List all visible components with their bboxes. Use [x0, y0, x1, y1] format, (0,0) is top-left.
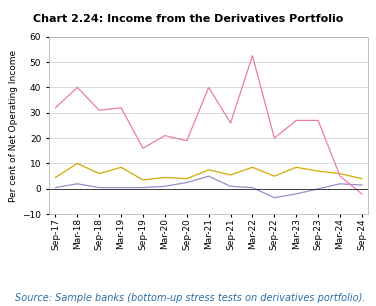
- FBs: [316, 118, 320, 122]
- FBs: [163, 134, 167, 137]
- PVBs: [163, 176, 167, 179]
- PSBs: [97, 186, 102, 189]
- PSBs: [53, 186, 58, 189]
- Line: PSBs: PSBs: [55, 176, 362, 198]
- PVBs: [228, 173, 233, 177]
- PSBs: [119, 186, 123, 189]
- Text: Source: Sample banks (bottom-up stress tests on derivatives portfolio).: Source: Sample banks (bottom-up stress t…: [15, 293, 365, 303]
- FBs: [97, 108, 102, 112]
- PSBs: [206, 174, 211, 178]
- PSBs: [228, 185, 233, 188]
- PSBs: [75, 182, 80, 186]
- PVBs: [294, 166, 299, 169]
- PSBs: [141, 186, 145, 189]
- FBs: [360, 192, 364, 196]
- FBs: [272, 136, 277, 140]
- PVBs: [360, 177, 364, 181]
- PVBs: [75, 162, 80, 165]
- FBs: [119, 106, 123, 110]
- PVBs: [53, 176, 58, 179]
- PSBs: [185, 181, 189, 184]
- PSBs: [360, 183, 364, 187]
- FBs: [141, 147, 145, 150]
- Line: FBs: FBs: [55, 56, 362, 194]
- PSBs: [338, 182, 342, 186]
- PVBs: [141, 178, 145, 182]
- PVBs: [338, 172, 342, 175]
- PVBs: [206, 168, 211, 172]
- PSBs: [294, 192, 299, 196]
- FBs: [338, 174, 342, 178]
- PVBs: [119, 166, 123, 169]
- PSBs: [250, 186, 255, 189]
- PVBs: [250, 166, 255, 169]
- FBs: [185, 139, 189, 143]
- Text: Chart 2.24: Income from the Derivatives Portfolio: Chart 2.24: Income from the Derivatives …: [33, 14, 343, 24]
- FBs: [75, 86, 80, 89]
- FBs: [228, 121, 233, 125]
- PSBs: [272, 196, 277, 200]
- FBs: [294, 118, 299, 122]
- PVBs: [185, 177, 189, 181]
- FBs: [53, 106, 58, 110]
- PSBs: [316, 187, 320, 191]
- PVBs: [316, 169, 320, 173]
- Line: PVBs: PVBs: [55, 163, 362, 180]
- PSBs: [163, 185, 167, 188]
- FBs: [206, 86, 211, 89]
- FBs: [250, 54, 255, 58]
- Y-axis label: Per cent of Net Operating Income: Per cent of Net Operating Income: [9, 49, 18, 202]
- PVBs: [272, 174, 277, 178]
- PVBs: [97, 172, 102, 175]
